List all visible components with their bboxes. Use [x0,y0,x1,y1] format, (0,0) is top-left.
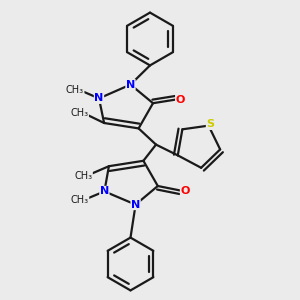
Text: N: N [131,200,140,210]
Text: N: N [100,186,109,197]
Text: N: N [126,80,135,90]
Text: S: S [206,119,214,129]
Text: CH₃: CH₃ [71,195,89,205]
Text: N: N [94,93,103,103]
Text: CH₃: CH₃ [66,85,84,95]
Text: CH₃: CH₃ [74,171,92,181]
Text: O: O [176,94,185,105]
Text: O: O [180,185,190,196]
Text: CH₃: CH₃ [70,107,88,118]
